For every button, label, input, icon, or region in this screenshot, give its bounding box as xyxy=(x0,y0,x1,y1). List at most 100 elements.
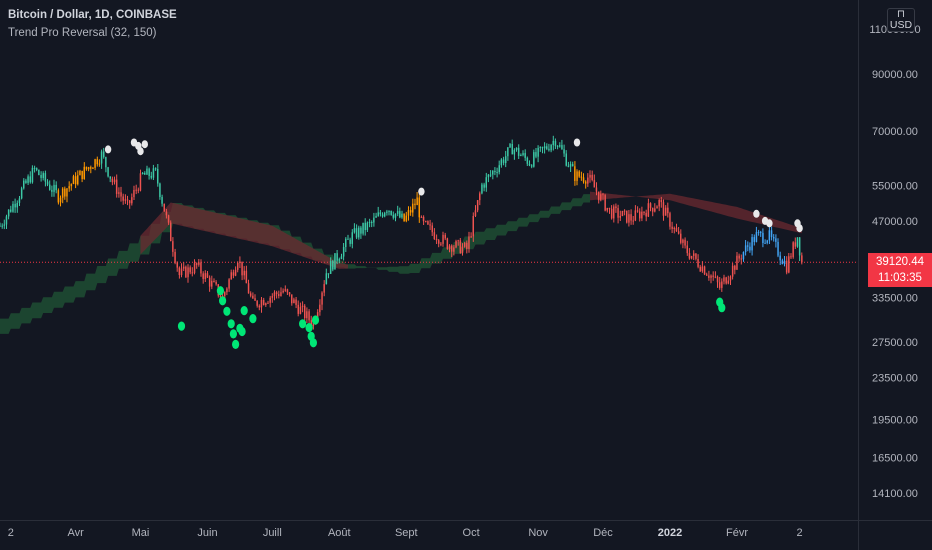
candle xyxy=(783,256,786,267)
candle xyxy=(33,165,36,173)
candle xyxy=(90,165,92,174)
candle xyxy=(651,207,654,217)
candle xyxy=(187,264,189,283)
candle xyxy=(191,267,194,277)
candle xyxy=(710,274,712,284)
candle xyxy=(731,263,734,280)
candle xyxy=(438,239,440,248)
candle xyxy=(626,210,628,224)
candle xyxy=(643,211,645,216)
candle xyxy=(297,300,299,317)
candle xyxy=(723,274,725,285)
candle xyxy=(474,205,477,217)
candle xyxy=(533,149,535,168)
currency-button[interactable]: ⊓ USD xyxy=(887,8,915,32)
candle xyxy=(128,200,131,209)
candle xyxy=(680,229,682,245)
candle xyxy=(422,215,425,225)
candle xyxy=(332,259,334,272)
candle xyxy=(572,161,574,167)
sell-signal-dot xyxy=(137,147,144,156)
indicator-label[interactable]: Trend Pro Reversal (32, 150) xyxy=(8,27,157,39)
candle xyxy=(230,269,232,280)
candle xyxy=(301,301,304,313)
candle xyxy=(1,223,3,229)
candle xyxy=(496,167,498,178)
candle xyxy=(487,174,490,183)
candle xyxy=(522,150,524,157)
candle xyxy=(677,227,680,235)
candle xyxy=(403,213,405,222)
candle xyxy=(131,193,133,206)
candle xyxy=(154,167,157,171)
candle xyxy=(198,259,200,267)
buy-signal-dot xyxy=(718,303,726,313)
trend-cloud xyxy=(0,191,802,334)
candle xyxy=(159,182,161,200)
candle xyxy=(673,226,675,234)
candle xyxy=(366,221,369,232)
candle xyxy=(126,195,129,206)
candle xyxy=(53,179,55,197)
candle xyxy=(565,150,567,167)
buy-signal-dot xyxy=(232,339,240,349)
candle xyxy=(375,212,377,218)
price-tick-label: 90000.00 xyxy=(872,69,918,81)
candle xyxy=(74,172,77,189)
candle xyxy=(494,167,496,176)
candle xyxy=(334,253,336,270)
candle xyxy=(358,225,360,240)
candle xyxy=(461,243,464,256)
candle xyxy=(23,178,25,190)
candle xyxy=(749,242,751,253)
candle xyxy=(118,187,120,198)
candle xyxy=(193,259,196,275)
candle xyxy=(517,144,520,159)
candle xyxy=(347,234,349,240)
candle xyxy=(371,220,373,228)
candle xyxy=(414,198,416,210)
time-axis[interactable]: 2 Avr Mai Juin Juill Août Sept Oct Nov Déc 2022 Fév… xyxy=(8,527,803,539)
candle xyxy=(278,290,280,299)
candle xyxy=(453,245,455,256)
symbol-title[interactable]: Bitcoin / Dollar, 1D, COINBASE xyxy=(8,9,177,21)
candle xyxy=(450,244,453,258)
candle xyxy=(355,224,358,240)
candle xyxy=(178,266,181,279)
price-axis[interactable]: 110000.0090000.0070000.0055000.0047000.0… xyxy=(869,24,920,500)
candle xyxy=(649,202,652,212)
candle xyxy=(541,146,544,154)
candle xyxy=(94,158,96,171)
candle xyxy=(18,196,21,206)
candle xyxy=(708,270,710,281)
candle xyxy=(252,292,254,299)
candle xyxy=(288,292,291,297)
candle xyxy=(578,170,580,178)
candle xyxy=(247,279,250,294)
candle xyxy=(641,206,643,222)
candle xyxy=(245,265,248,284)
candle xyxy=(721,278,723,292)
candle xyxy=(38,169,40,176)
candle xyxy=(600,190,602,202)
candle xyxy=(195,262,198,269)
candle xyxy=(762,228,764,248)
candle xyxy=(559,142,561,148)
candle xyxy=(768,226,771,244)
candle xyxy=(556,145,559,150)
candle xyxy=(377,206,379,217)
candle xyxy=(392,211,395,220)
candle xyxy=(682,238,684,249)
candle xyxy=(479,191,481,206)
last-price-badge: 39120.44 11:03:35 xyxy=(868,253,932,288)
candle xyxy=(211,275,213,290)
candle xyxy=(412,198,414,217)
candle xyxy=(699,264,701,272)
candle xyxy=(232,269,235,279)
candle xyxy=(781,258,784,265)
candle xyxy=(554,138,557,149)
candle xyxy=(513,148,516,160)
buy-signal-dot xyxy=(219,296,227,306)
price-tick-label: 55000.00 xyxy=(872,180,918,192)
